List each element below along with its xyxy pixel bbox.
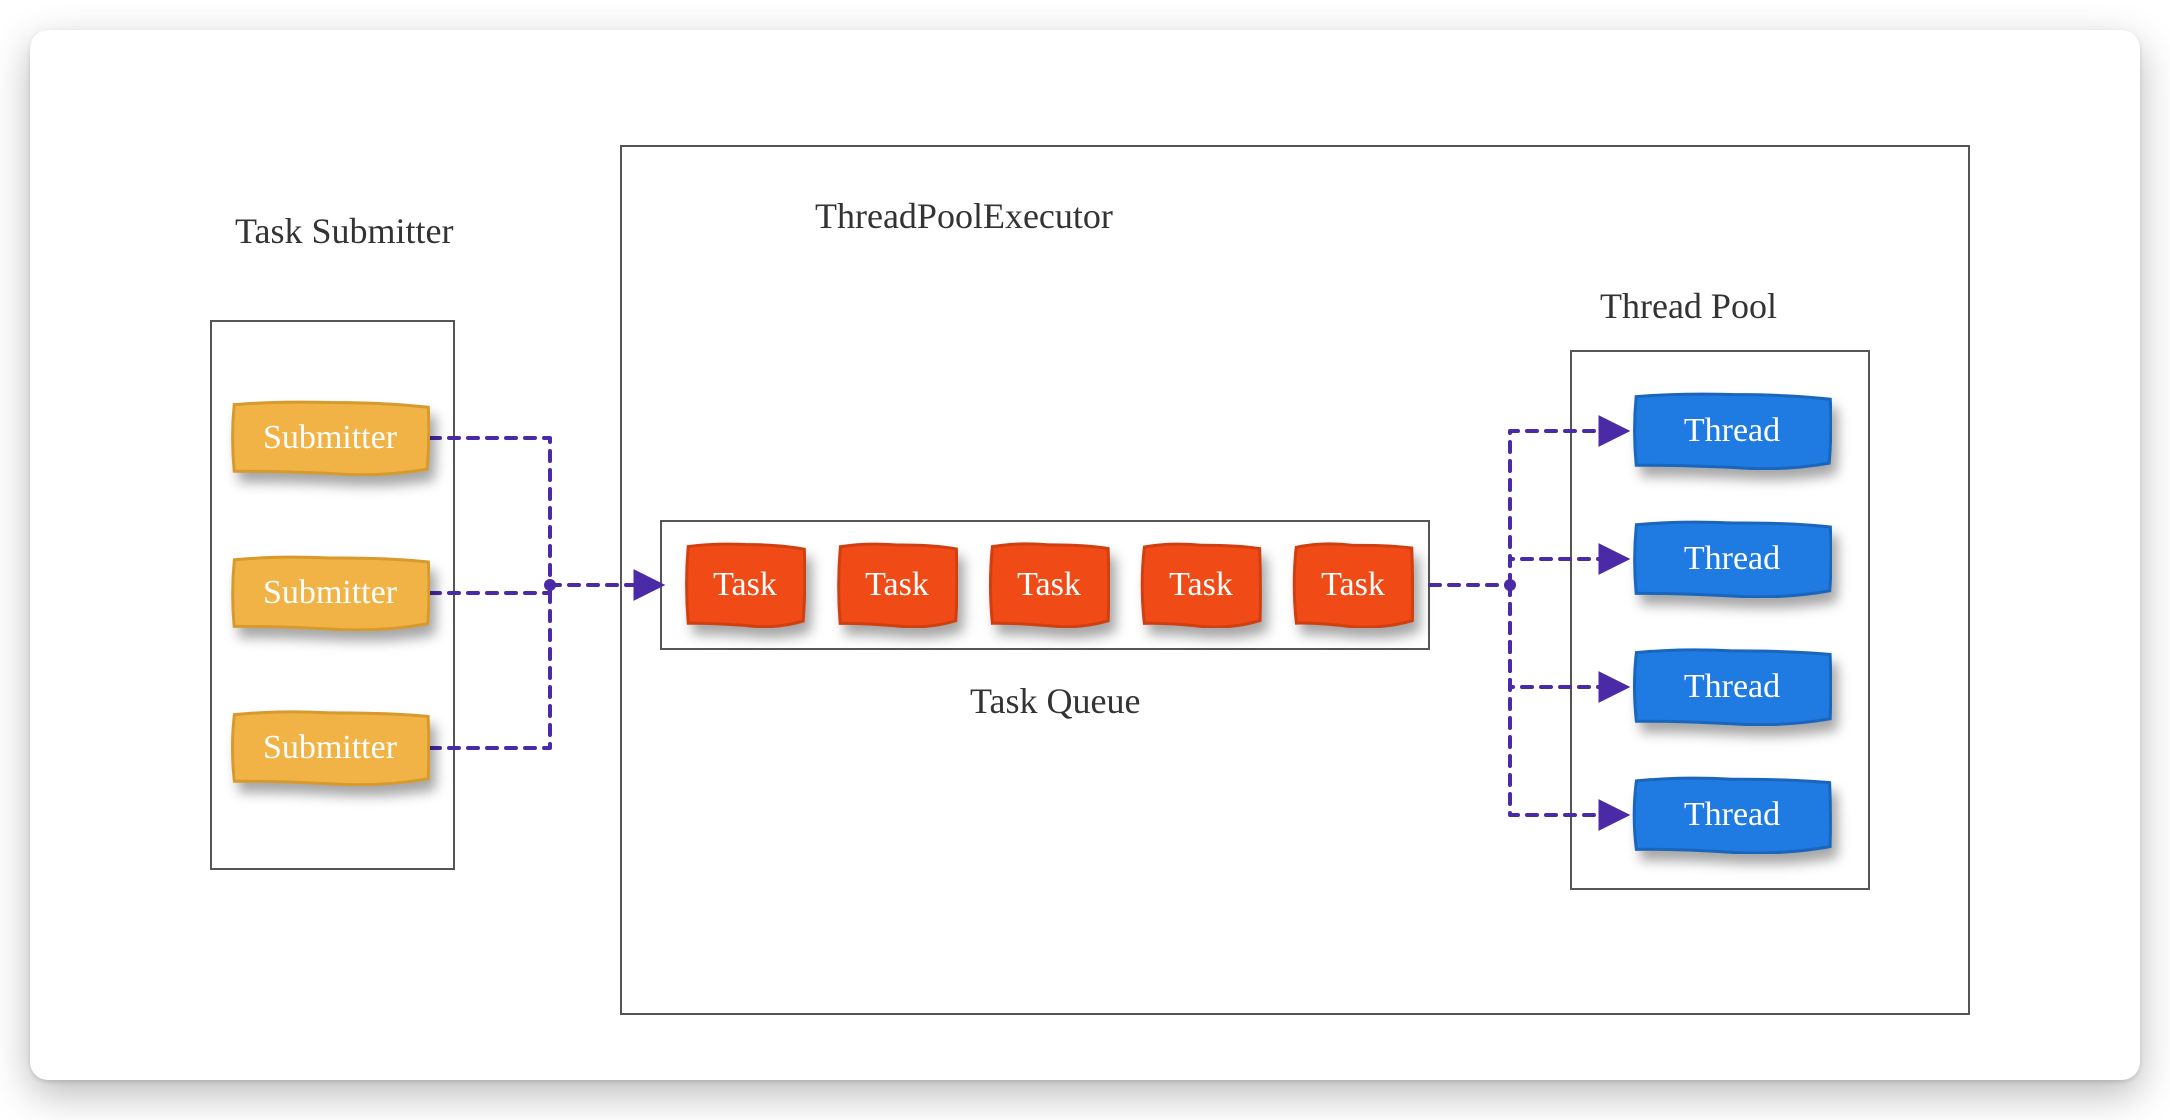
- label-task-queue: Task Queue: [970, 680, 1140, 722]
- task-node: Task: [684, 542, 806, 628]
- diagram-card: Task Submitter ThreadPoolExecutor Thread…: [30, 30, 2140, 1080]
- task-node: Task: [1140, 542, 1262, 628]
- task-node: Task: [836, 542, 958, 628]
- thread-node: Thread: [1632, 520, 1832, 598]
- task-node: Task: [988, 542, 1110, 628]
- label-threadpool-executor: ThreadPoolExecutor: [815, 195, 1113, 237]
- submitter-node: Submitter: [230, 555, 430, 631]
- label-thread-pool: Thread Pool: [1600, 285, 1777, 327]
- task-node: Task: [1292, 542, 1414, 628]
- submitter-node: Submitter: [230, 710, 430, 786]
- thread-node: Thread: [1632, 392, 1832, 470]
- thread-node: Thread: [1632, 648, 1832, 726]
- submitter-node: Submitter: [230, 400, 430, 476]
- diagram-stage: Task Submitter ThreadPoolExecutor Thread…: [30, 30, 2140, 1080]
- thread-node: Thread: [1632, 776, 1832, 854]
- label-task-submitter: Task Submitter: [235, 210, 453, 252]
